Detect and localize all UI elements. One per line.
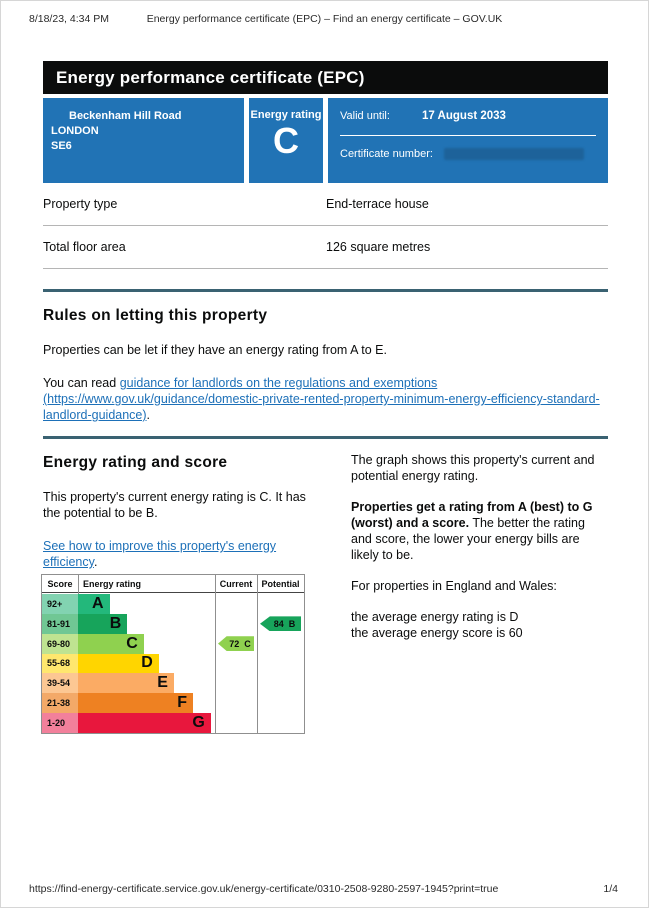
band-letter: G bbox=[192, 714, 205, 732]
certificate-banner: Energy performance certificate (EPC) bbox=[43, 61, 608, 94]
address-line-2: LONDON bbox=[51, 125, 99, 137]
epc-band-row: 21-38 F bbox=[42, 693, 257, 714]
band-bar: D bbox=[78, 653, 159, 674]
energy-rating-box: Energy rating C bbox=[249, 98, 323, 183]
print-page-title: Energy performance certificate (EPC) – F… bbox=[146, 13, 503, 25]
band-bar-area: G bbox=[78, 713, 215, 733]
band-bar: A bbox=[78, 594, 110, 614]
print-footer-url: https://find-energy-certificate.service.… bbox=[29, 883, 499, 895]
band-bar: B bbox=[78, 613, 128, 634]
print-footer-page: 1/4 bbox=[603, 883, 618, 895]
validity-box: Valid until: 17 August 2033 Certificate … bbox=[328, 98, 608, 183]
epc-band-row: 81-91 B bbox=[42, 613, 257, 634]
current-rating-arrow-letter: C bbox=[244, 638, 251, 649]
address-line-1: Beckenham Hill Road bbox=[51, 109, 236, 124]
rating-section-right: The graph shows this property's current … bbox=[351, 439, 608, 641]
band-score-range: 55-68 bbox=[42, 653, 78, 674]
band-score-range: 1-20 bbox=[42, 713, 78, 733]
band-score-range: 21-38 bbox=[42, 693, 78, 714]
print-datetime: 8/18/23, 4:34 PM bbox=[29, 13, 109, 25]
valid-until-value: 17 August 2033 bbox=[422, 110, 506, 122]
chart-divider-2 bbox=[215, 575, 216, 733]
rules-heading: Rules on letting this property bbox=[43, 307, 268, 324]
floor-area-value: 126 square metres bbox=[326, 240, 431, 254]
epc-band-row: 1-20 G bbox=[42, 713, 257, 733]
potential-rating-arrow-score: 84 bbox=[273, 618, 284, 629]
floor-area-label: Total floor area bbox=[43, 240, 126, 254]
england-wales-intro: For properties in England and Wales: bbox=[351, 579, 557, 593]
epc-chart-rows: 92+ A 81-91 B 69-80 C 55-68 D 39-54 E 21-38 F 1-20 G bbox=[42, 594, 257, 733]
chart-header: Score Energy rating Current Potential bbox=[42, 575, 304, 593]
band-score-range: 69-80 bbox=[42, 633, 78, 654]
rating-heading: Energy rating and score bbox=[43, 454, 228, 471]
chart-col-energy-rating: Energy rating bbox=[83, 579, 142, 589]
epc-band-row: 39-54 E bbox=[42, 673, 257, 694]
epc-rating-chart: Score Energy rating Current Potential 92… bbox=[41, 574, 305, 734]
chart-col-score: Score bbox=[47, 579, 73, 589]
house-number-redacted bbox=[51, 110, 69, 119]
property-details: Property type End-terrace house Total fl… bbox=[43, 183, 608, 269]
average-rating-line: the average energy rating is D bbox=[351, 610, 519, 624]
print-header: 8/18/23, 4:34 PM Energy performance cert… bbox=[1, 13, 648, 25]
rating-scale-explainer: Properties get a rating from A (best) to… bbox=[351, 500, 593, 562]
chart-col-current: Current bbox=[219, 579, 253, 589]
epc-band-row: 69-80 C bbox=[42, 633, 257, 654]
landlord-guidance-link[interactable]: guidance for landlords on the regulation… bbox=[43, 376, 600, 422]
band-bar-area: C bbox=[78, 633, 215, 654]
band-bar: G bbox=[78, 713, 211, 733]
improve-paragraph: See how to improve this property's energ… bbox=[43, 539, 277, 569]
band-bar-area: E bbox=[78, 673, 215, 694]
band-letter: D bbox=[141, 654, 153, 672]
energy-rating-label: Energy rating bbox=[250, 109, 322, 121]
band-score-range: 39-54 bbox=[42, 673, 78, 694]
current-rating-arrow: 72 C bbox=[218, 636, 254, 652]
rules-paragraph-1: Properties can be let if they have an en… bbox=[43, 343, 387, 357]
current-rating-arrow-score: 72 bbox=[229, 638, 240, 649]
rules-paragraph-2: You can read guidance for landlords on t… bbox=[43, 376, 600, 422]
band-letter: C bbox=[126, 634, 138, 652]
energy-rating-value: C bbox=[273, 120, 299, 161]
rating-paragraph: This property's current energy rating is… bbox=[43, 490, 306, 520]
rating-section-left: Energy rating and score This property's … bbox=[43, 439, 315, 641]
band-letter: A bbox=[91, 594, 104, 612]
band-bar-area: A bbox=[78, 594, 215, 614]
band-bar-area: F bbox=[78, 693, 215, 714]
average-score-line: the average energy score is 60 bbox=[351, 626, 523, 640]
validity-divider bbox=[340, 135, 596, 136]
floor-area-row: Total floor area 126 square metres bbox=[43, 226, 608, 269]
improve-efficiency-link[interactable]: See how to improve this property's energ… bbox=[43, 539, 277, 569]
address-line-3: SE6 bbox=[51, 140, 72, 152]
valid-until-label: Valid until: bbox=[340, 110, 390, 122]
graph-explainer: The graph shows this property's current … bbox=[351, 453, 595, 483]
band-letter: B bbox=[109, 614, 122, 632]
band-score-range: 81-91 bbox=[42, 613, 78, 634]
chart-divider-3 bbox=[257, 575, 258, 733]
band-bar: E bbox=[78, 673, 174, 694]
rating-section: Energy rating and score This property's … bbox=[43, 436, 608, 641]
rules-section: Rules on letting this property Propertie… bbox=[43, 289, 608, 423]
certificate-number-redacted bbox=[444, 148, 584, 160]
epc-band-row: 92+ A bbox=[42, 594, 257, 614]
chart-col-potential: Potential bbox=[261, 579, 300, 589]
certificate-summary: Beckenham Hill Road LONDON SE6 Energy ra… bbox=[43, 98, 608, 183]
band-letter: F bbox=[177, 694, 188, 712]
band-bar-area: B bbox=[78, 613, 215, 634]
property-type-row: Property type End-terrace house bbox=[43, 183, 608, 226]
certificate-number-label: Certificate number: bbox=[340, 148, 433, 160]
property-address: Beckenham Hill Road LONDON SE6 bbox=[43, 98, 244, 183]
band-bar: F bbox=[78, 693, 194, 714]
band-bar: C bbox=[78, 633, 144, 654]
band-score-range: 92+ bbox=[42, 594, 78, 614]
banner-title: Energy performance certificate (EPC) bbox=[56, 68, 365, 87]
potential-rating-arrow-letter: B bbox=[288, 618, 296, 629]
property-type-label: Property type bbox=[43, 197, 118, 211]
band-letter: E bbox=[157, 674, 168, 692]
epc-band-row: 55-68 D bbox=[42, 653, 257, 674]
band-bar-area: D bbox=[78, 653, 215, 674]
potential-rating-arrow: 84 B bbox=[260, 616, 301, 632]
property-type-value: End-terrace house bbox=[326, 197, 429, 211]
